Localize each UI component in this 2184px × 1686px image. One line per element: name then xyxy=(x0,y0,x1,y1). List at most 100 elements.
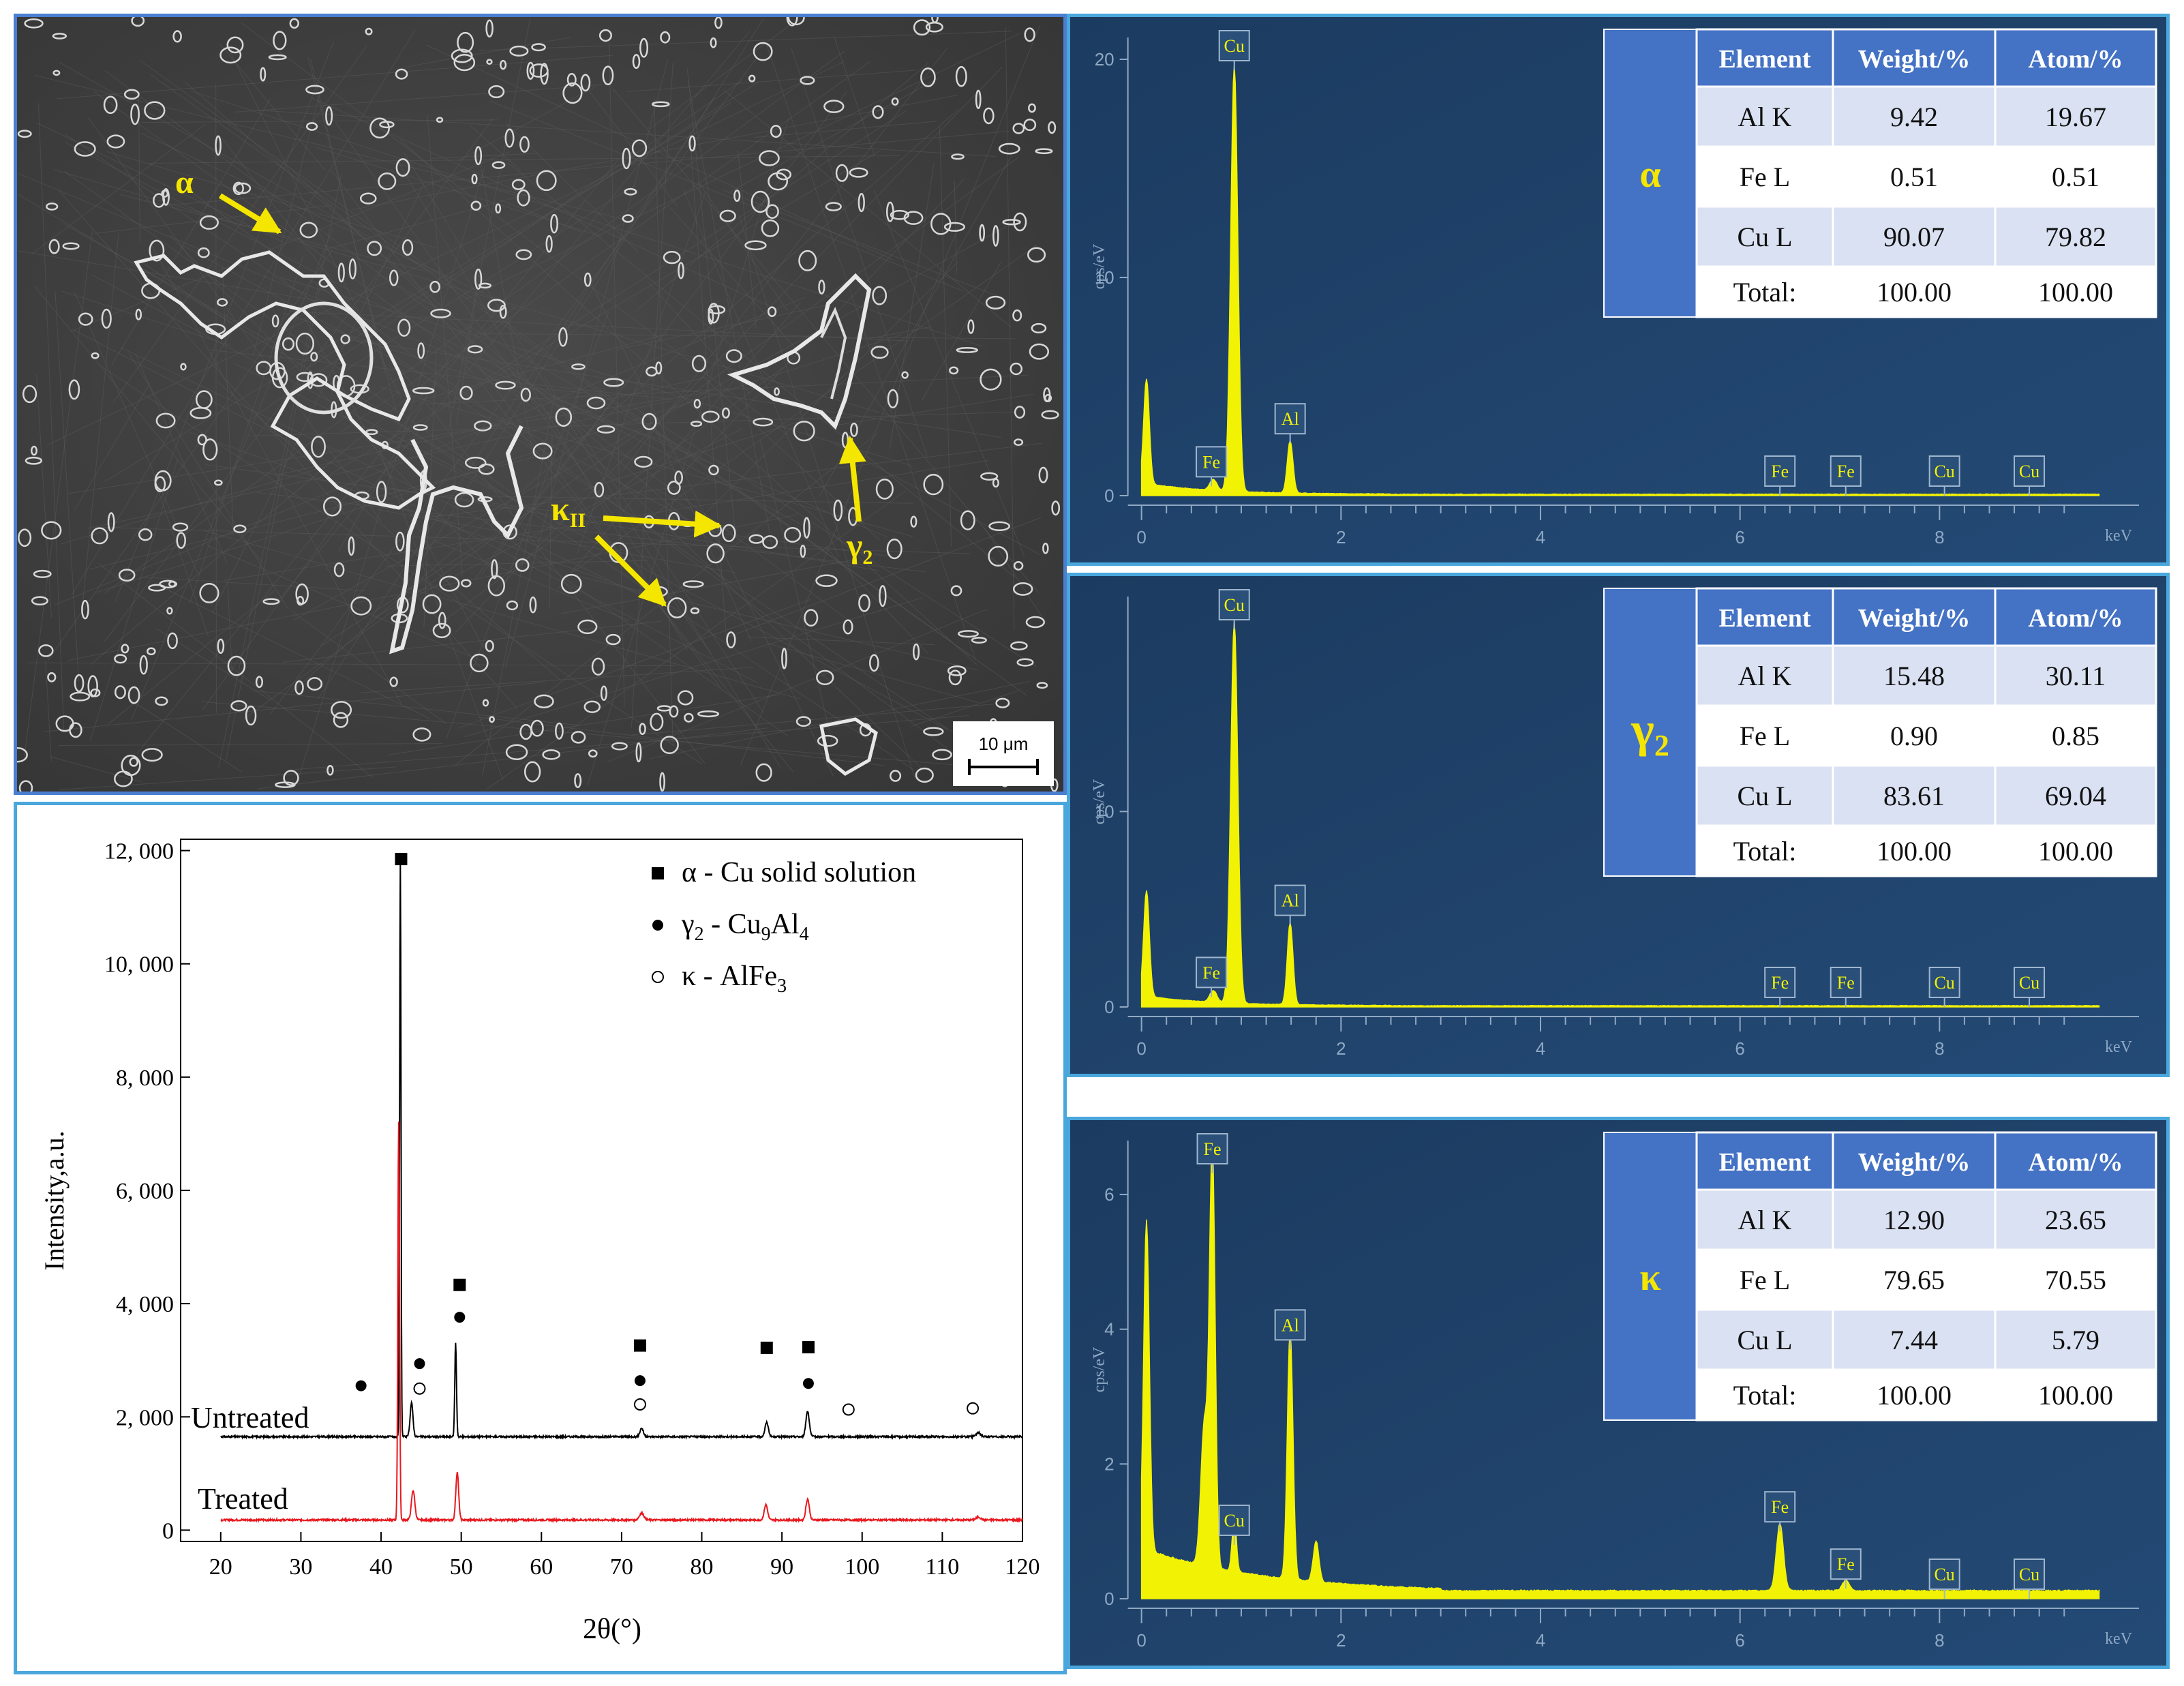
sem-particle xyxy=(453,54,476,72)
sem-particle xyxy=(485,639,494,652)
eds-ytick-label: 0 xyxy=(1104,1589,1114,1609)
sem-particle xyxy=(583,700,601,713)
sem-particle xyxy=(956,347,978,353)
sem-particle xyxy=(598,29,612,42)
sem-scratch xyxy=(57,55,613,100)
sem-scratch xyxy=(373,428,743,619)
eds-table-value: 0.51 xyxy=(1890,162,1938,192)
sem-particle xyxy=(305,122,318,131)
sem-particle xyxy=(1035,148,1053,155)
eds-table-cell xyxy=(1994,1368,2157,1421)
gamma2-small-right xyxy=(819,717,878,777)
sem-scratch xyxy=(446,312,609,738)
sem-scratch xyxy=(71,30,415,595)
xrd-marker-filled-square xyxy=(395,853,408,866)
sem-scratch xyxy=(156,628,271,701)
sem-particle xyxy=(967,319,975,334)
sem-particle xyxy=(454,492,474,508)
eds-peak-label-text: Cu xyxy=(1224,595,1245,615)
sem-particle xyxy=(574,773,582,788)
sem-scratch xyxy=(202,520,338,710)
eds-peak-label: Fe xyxy=(1764,967,1796,1007)
eds-peak-label-text: Fe xyxy=(1202,963,1220,982)
sem-particle xyxy=(389,269,399,286)
sem-scratch xyxy=(136,160,618,754)
sem-particle xyxy=(33,569,52,578)
xrd-xtick-label: 20 xyxy=(209,1554,232,1580)
xrd-legend-entry: κ - AlFe3 xyxy=(682,961,787,997)
eds-table-value: 23.65 xyxy=(2045,1205,2106,1235)
sem-particle xyxy=(798,250,817,271)
sem-particle xyxy=(482,699,489,707)
sem-particle xyxy=(90,688,101,697)
sem-particle xyxy=(24,18,44,29)
sem-scratch xyxy=(1005,27,1015,631)
sem-particle xyxy=(602,65,614,86)
eds-peak-label: Fe xyxy=(1196,1133,1228,1173)
sem-particle xyxy=(149,239,165,262)
sem-particle xyxy=(226,36,244,54)
eds-peak-label-text: Cu xyxy=(1934,973,1954,993)
sem-particle xyxy=(580,74,591,92)
sem-scratch xyxy=(59,62,434,273)
eds-table-cell xyxy=(1832,1308,1997,1371)
eds-peak-label: Cu xyxy=(2014,455,2046,496)
sem-scratch xyxy=(65,134,990,757)
sem-particle xyxy=(750,190,770,213)
eds-table-value: 100.00 xyxy=(2038,277,2113,307)
sem-particle xyxy=(875,478,894,500)
xrd-marker-filled-circle xyxy=(414,1358,425,1370)
sem-particle xyxy=(555,407,573,427)
sem-scratch xyxy=(135,353,228,563)
eds-table-value: Total: xyxy=(1733,836,1797,867)
sem-particle xyxy=(18,780,33,792)
sem-particle xyxy=(531,43,546,52)
sem-particle xyxy=(678,262,684,280)
sem-particle xyxy=(682,580,704,588)
sem-particle xyxy=(833,499,843,522)
sem-particle xyxy=(289,18,299,29)
eds-table-header: Atom/% xyxy=(2028,604,2123,633)
sem-particle xyxy=(91,527,108,545)
sem-particle xyxy=(17,130,32,138)
eds-phase-label: κ xyxy=(1639,1256,1660,1299)
eds-table-value: 100.00 xyxy=(1877,836,1952,867)
sem-particle xyxy=(127,686,140,704)
sem-particle xyxy=(1031,322,1047,334)
sem-particle xyxy=(650,712,664,732)
sem-particle xyxy=(275,781,296,788)
eds-table-value: Total: xyxy=(1733,277,1797,307)
sem-scratch xyxy=(634,407,1037,667)
xrd-legend: α - Cu solid solution γ2 - Cu9Al4 κ - AlFe… xyxy=(652,857,916,997)
kappa-arrow-down xyxy=(594,535,667,607)
sem-particle xyxy=(562,82,583,104)
eds-peak-label-text: Cu xyxy=(1934,462,1954,481)
sem-particle xyxy=(31,596,48,606)
sem-scratch xyxy=(120,347,652,601)
sem-particle xyxy=(958,630,979,638)
eds-xlabel: keV xyxy=(2105,1038,2133,1056)
eds-peak-label-text: Fe xyxy=(1837,1554,1855,1574)
sem-scratch xyxy=(481,91,848,575)
sem-particle xyxy=(768,172,789,191)
eds-xtick-label: 4 xyxy=(1536,527,1545,547)
sem-particle xyxy=(529,596,537,614)
eds-alpha-panel: 0 10 20 0 2 4 6 8 keV cps/eV Cu Fe Al Fe Fe Cu Cu α Elemen… xyxy=(1067,14,2170,566)
sem-scratch xyxy=(256,492,927,573)
gamma2-label: γ2 xyxy=(846,526,873,569)
sem-particle xyxy=(787,17,805,26)
sem-particle xyxy=(432,622,451,639)
sem-particle xyxy=(129,757,139,767)
eds-peak-label: Al xyxy=(1274,403,1306,444)
sem-particle xyxy=(677,690,694,706)
eds-ytick-label: 20 xyxy=(1095,49,1114,70)
eds-table-header: Atom/% xyxy=(2028,1148,2123,1177)
sem-scratch xyxy=(55,290,80,682)
eds-peak-label-text: Cu xyxy=(1224,1511,1245,1531)
sem-scratch xyxy=(325,194,527,250)
sem-particle xyxy=(412,727,431,742)
xrd-xtick-label: 60 xyxy=(530,1554,553,1580)
sem-particle xyxy=(141,748,163,762)
eds-table-cell xyxy=(1695,824,1834,877)
sem-scratch xyxy=(371,428,504,781)
